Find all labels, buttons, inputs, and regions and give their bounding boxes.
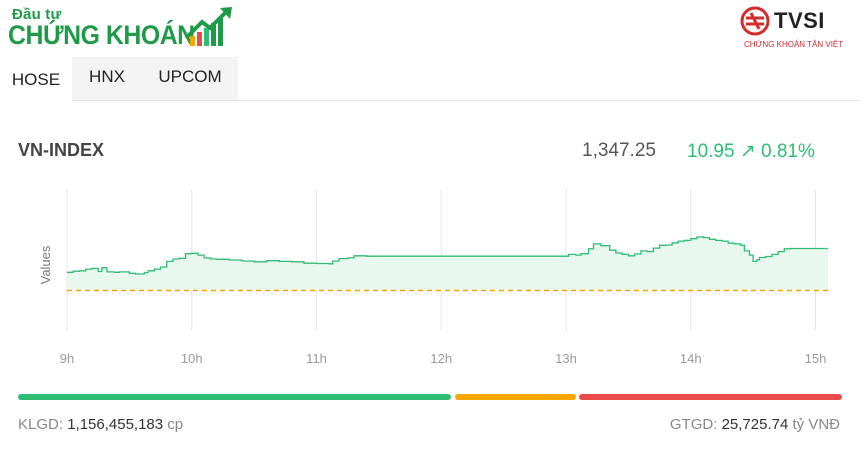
index-change: 10.95 ↗ 0.81%	[687, 140, 815, 163]
brand-subtitle: CHỨNG KHOÁN TÂN VIỆT	[744, 40, 844, 49]
x-tick-label: 10h	[181, 351, 203, 366]
x-tick-label: 14h	[680, 351, 702, 366]
x-tick-label: 13h	[555, 351, 577, 366]
volume-value: 1,156,455,183	[67, 416, 164, 433]
tab-hnx[interactable]: HNX	[72, 57, 142, 100]
value-unit: tỷ VNĐ	[792, 416, 840, 433]
logo-line1: Đầu tư	[12, 6, 62, 23]
advancing-bar	[18, 394, 451, 400]
x-tick-label: 15h	[805, 351, 827, 366]
tab-hose[interactable]: HOSE	[0, 57, 72, 103]
index-price: 1,347.25	[582, 140, 656, 161]
tvsi-emblem-icon	[740, 6, 770, 36]
tab-upcom[interactable]: UPCOM	[142, 57, 238, 100]
price-area	[67, 236, 828, 291]
unchanged-bar	[455, 394, 576, 400]
site-logo[interactable]: Đầu tư CHỨNG KHOÁN	[8, 4, 238, 52]
value-label: GTGD:	[669, 416, 718, 433]
logo-line2: CHỨNG KHOÁN	[8, 20, 195, 50]
volume-stat: KLGD: 1,156,455,183 cp	[18, 416, 183, 433]
change-percent: 0.81%	[761, 141, 815, 162]
value-stat: GTGD: 25,725.74 tỷ VNĐ	[670, 416, 840, 433]
tabs-divider	[0, 100, 860, 101]
tvsi-logo[interactable]: TVSI CHỨNG KHOÁN TÂN VIỆT	[740, 6, 850, 52]
exchange-tabs: HOSE HNX UPCOM	[0, 57, 860, 103]
x-tick-label: 9h	[60, 351, 74, 366]
declining-bar	[579, 394, 842, 400]
y-axis-label: Values	[38, 245, 53, 284]
value-value: 25,725.74	[721, 416, 789, 433]
arrow-up-icon: ↗	[739, 141, 756, 162]
index-name: VN-INDEX	[18, 140, 105, 160]
x-axis-ticks: 9h 10h 11h 12h 13h 14h 15h	[60, 351, 827, 366]
volume-label: KLGD:	[18, 416, 64, 433]
change-value: 10.95	[687, 141, 735, 162]
intraday-chart: 9h 10h 11h 12h 13h 14h 15h Values	[38, 190, 828, 366]
brand-name: TVSI	[774, 8, 825, 33]
growth-chart-icon	[184, 7, 232, 46]
volume-unit: cp	[167, 416, 184, 433]
x-tick-label: 11h	[306, 351, 327, 366]
price-line	[67, 236, 828, 275]
x-tick-label: 12h	[430, 351, 452, 366]
